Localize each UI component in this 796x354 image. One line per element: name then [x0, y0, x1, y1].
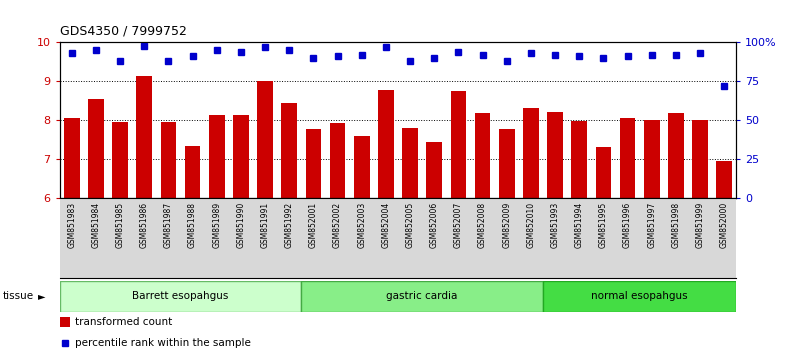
Bar [233, 115, 249, 198]
Text: GSM851985: GSM851985 [115, 202, 125, 249]
Bar [112, 122, 128, 198]
Bar [378, 90, 394, 198]
Bar [716, 161, 732, 198]
Text: GSM851986: GSM851986 [140, 202, 149, 249]
Text: GSM852007: GSM852007 [454, 202, 463, 249]
Text: GSM851988: GSM851988 [188, 202, 197, 248]
Text: percentile rank within the sample: percentile rank within the sample [75, 338, 251, 348]
Text: Barrett esopahgus: Barrett esopahgus [132, 291, 228, 302]
Text: GSM851989: GSM851989 [213, 202, 221, 249]
Bar [306, 129, 322, 198]
Bar [572, 121, 587, 198]
Bar [523, 108, 539, 198]
Text: GSM852010: GSM852010 [526, 202, 536, 249]
Bar [330, 124, 345, 198]
Text: ►: ► [38, 291, 45, 302]
Text: GSM852004: GSM852004 [381, 202, 390, 249]
Bar [136, 76, 152, 198]
Text: tissue: tissue [2, 291, 33, 302]
Text: GSM851998: GSM851998 [671, 202, 681, 249]
Text: GSM852000: GSM852000 [720, 202, 728, 249]
Text: GDS4350 / 7999752: GDS4350 / 7999752 [60, 25, 186, 38]
Bar [547, 112, 563, 198]
Text: GSM851987: GSM851987 [164, 202, 173, 249]
Text: GSM851993: GSM851993 [551, 202, 560, 249]
Bar [474, 113, 490, 198]
Bar [64, 118, 80, 198]
Text: GSM852008: GSM852008 [478, 202, 487, 249]
Bar [620, 118, 635, 198]
Bar [257, 81, 273, 198]
Text: GSM851990: GSM851990 [236, 202, 245, 249]
Bar [282, 103, 297, 198]
Bar [209, 115, 224, 198]
Bar [499, 129, 514, 198]
Bar [451, 91, 466, 198]
Text: normal esopahgus: normal esopahgus [591, 291, 688, 302]
Bar [60, 281, 302, 312]
Bar [354, 136, 369, 198]
Bar [161, 122, 176, 198]
Bar [595, 147, 611, 198]
Text: GSM852002: GSM852002 [333, 202, 342, 249]
Text: GSM851997: GSM851997 [647, 202, 656, 249]
Text: transformed count: transformed count [75, 317, 172, 327]
Text: GSM851984: GSM851984 [92, 202, 100, 249]
Text: GSM851994: GSM851994 [575, 202, 583, 249]
Bar [302, 281, 543, 312]
Bar [543, 281, 736, 312]
Text: GSM852009: GSM852009 [502, 202, 511, 249]
Text: GSM852005: GSM852005 [406, 202, 415, 249]
Bar [644, 120, 660, 198]
Text: GSM852001: GSM852001 [309, 202, 318, 249]
Text: GSM852006: GSM852006 [430, 202, 439, 249]
Bar [60, 317, 70, 327]
Text: GSM851992: GSM851992 [285, 202, 294, 249]
Bar [185, 146, 201, 198]
Text: GSM851996: GSM851996 [623, 202, 632, 249]
Text: GSM851983: GSM851983 [68, 202, 76, 249]
Bar [693, 120, 708, 198]
Bar [88, 99, 103, 198]
Text: gastric cardia: gastric cardia [387, 291, 458, 302]
Bar [402, 128, 418, 198]
Text: GSM852003: GSM852003 [357, 202, 366, 249]
Text: GSM851995: GSM851995 [599, 202, 608, 249]
Bar [427, 142, 442, 198]
Text: GSM851991: GSM851991 [260, 202, 270, 249]
Text: GSM851999: GSM851999 [696, 202, 704, 249]
Bar [668, 113, 684, 198]
